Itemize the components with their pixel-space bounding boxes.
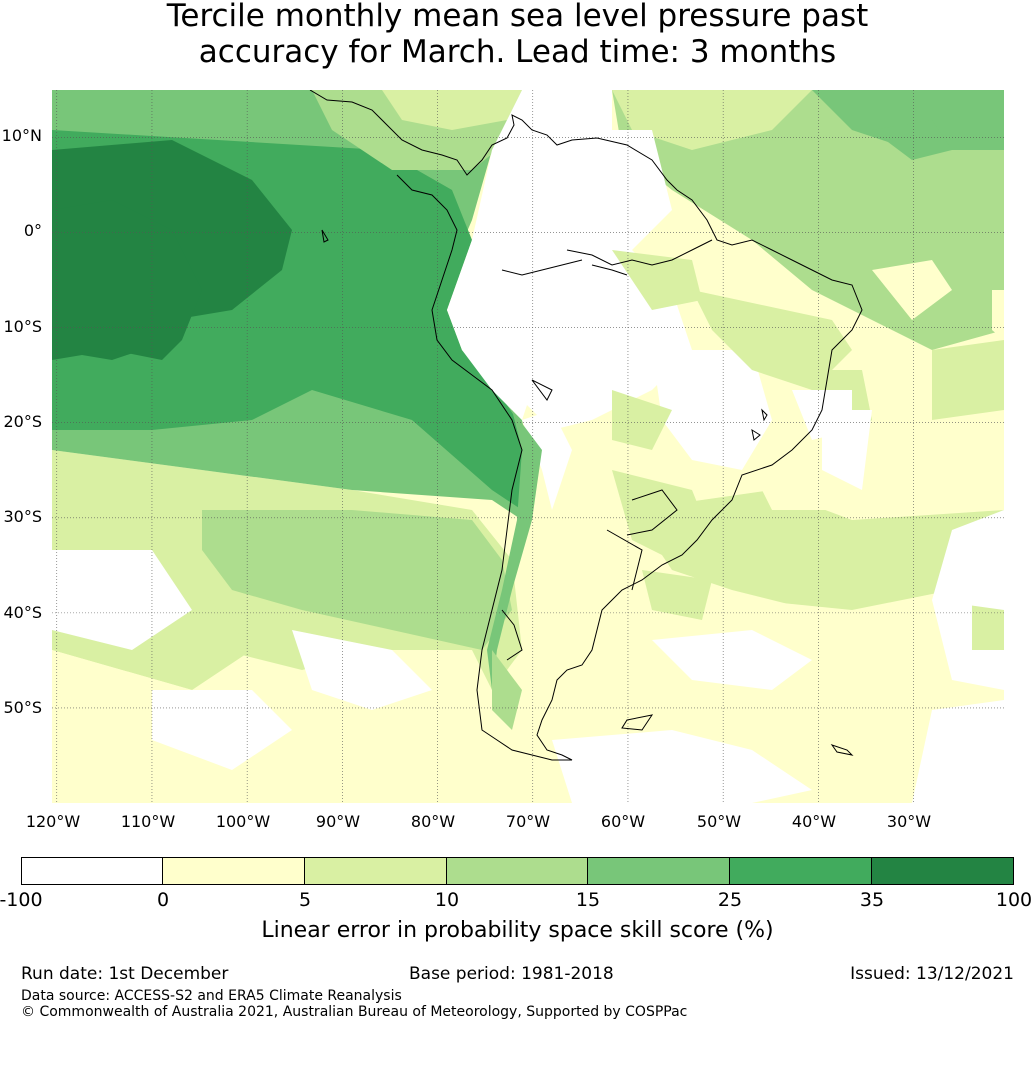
graticule [52,90,1004,803]
lat-label-50s: 50°S [3,698,42,717]
copyright: © Commonwealth of Australia 2021, Austra… [21,1004,688,1020]
colorbar-segment-3 [447,857,588,885]
data-source: Data source: ACCESS-S2 and ERA5 Climate … [21,988,402,1004]
colorbar-segment-6 [872,857,1014,885]
colorbar-label: Linear error in probability space skill … [261,918,774,943]
lat-label-10s: 10°S [3,317,42,336]
map-svg [52,90,1004,803]
colorbar-segment-4 [588,857,730,885]
run-date: Run date: 1st December [21,964,229,984]
colorbar-segment-1 [163,857,305,885]
lat-label-20s: 20°S [3,412,42,431]
colorbar-segment-0 [21,857,163,885]
lon-label-60w: 60°W [600,812,646,831]
title-line-2: accuracy for March. Lead time: 3 months [198,34,837,70]
lat-label-30s: 30°S [3,507,42,526]
base-period: Base period: 1981-2018 [409,964,614,984]
colorbar [21,857,1014,885]
lon-label-120w: 120°W [25,812,81,831]
colorbar-tick-25: 25 [717,889,743,911]
lon-label-70w: 70°W [505,812,551,831]
skill-map [52,90,1004,803]
skill-field [52,90,1004,803]
colorbar-tick-15: 15 [575,889,601,911]
colorbar-tick-5: 5 [298,889,312,911]
colorbar-border [21,857,1014,885]
lon-label-90w: 90°W [315,812,361,831]
colorbar-tick-100: 100 [995,889,1033,911]
colorbar-segment-2 [305,857,447,885]
lon-label-80w: 80°W [410,812,456,831]
lon-label-100w: 100°W [215,812,271,831]
coastline [309,90,863,761]
colorbar-tick-0: 0 [156,889,170,911]
colorbar-tick-10: 10 [434,889,460,911]
title-line-1: Tercile monthly mean sea level pressure … [166,0,869,34]
colorbar-tick-neg100: -100 [0,889,43,911]
lon-label-50w: 50°W [696,812,742,831]
issued-date: Issued: 13/12/2021 [850,964,1014,984]
lon-label-30w: 30°W [886,812,932,831]
lat-label-0: 0° [23,221,42,240]
lon-label-40w: 40°W [791,812,837,831]
lat-label-10n: 10°N [1,126,42,145]
colorbar-tick-35: 35 [859,889,885,911]
lat-label-40s: 40°S [3,603,42,622]
colorbar-segment-5 [730,857,872,885]
lon-label-110w: 110°W [120,812,176,831]
